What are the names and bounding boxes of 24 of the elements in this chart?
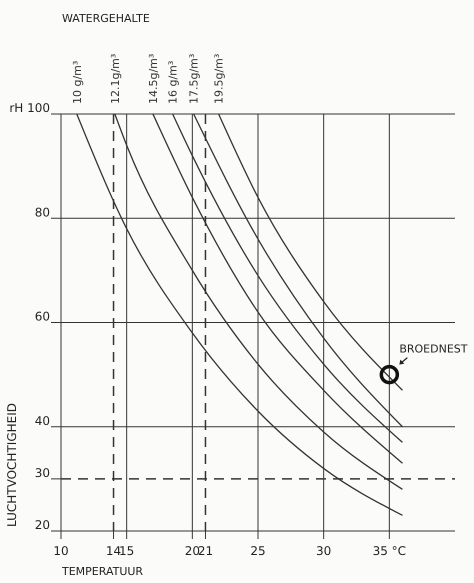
y-tick-label: 80 xyxy=(34,205,50,220)
y-tick-label: 60 xyxy=(34,310,50,324)
x-tick-label: 20 xyxy=(184,544,200,558)
text: 17.5g/m³ xyxy=(188,54,201,104)
series-label: BROEDNEST xyxy=(399,342,468,356)
y-tick-label: 40 xyxy=(34,414,50,428)
text: 12.1g/m³ xyxy=(108,54,122,104)
text: 14.5g/m³ xyxy=(146,54,160,104)
x-axis-title: TEMPERATUUR xyxy=(61,565,144,578)
text: 16 g/m³ xyxy=(166,60,180,104)
x-tick-label: 15 xyxy=(119,544,134,558)
text: 19.5g/m³ xyxy=(212,54,226,104)
ref-line-label: 14 xyxy=(106,544,122,558)
y-tick-label: 20 xyxy=(34,518,50,532)
x-tick-label: 30 xyxy=(316,544,332,558)
ref-line-label: 30 xyxy=(34,466,50,480)
y-axis-title: LUCHTVOCHTIGHEID xyxy=(5,402,19,527)
text: 10 g/m³ xyxy=(70,60,84,104)
legend-title: WATERGEHALTE xyxy=(62,12,150,25)
x-tick-label: 10 xyxy=(53,544,69,558)
ref-line-label: 21 xyxy=(198,544,214,558)
y-tick-label: rH 100 xyxy=(9,101,50,115)
x-tick-label: 35 °C xyxy=(372,544,406,558)
x-tick-label: 25 xyxy=(250,544,266,558)
